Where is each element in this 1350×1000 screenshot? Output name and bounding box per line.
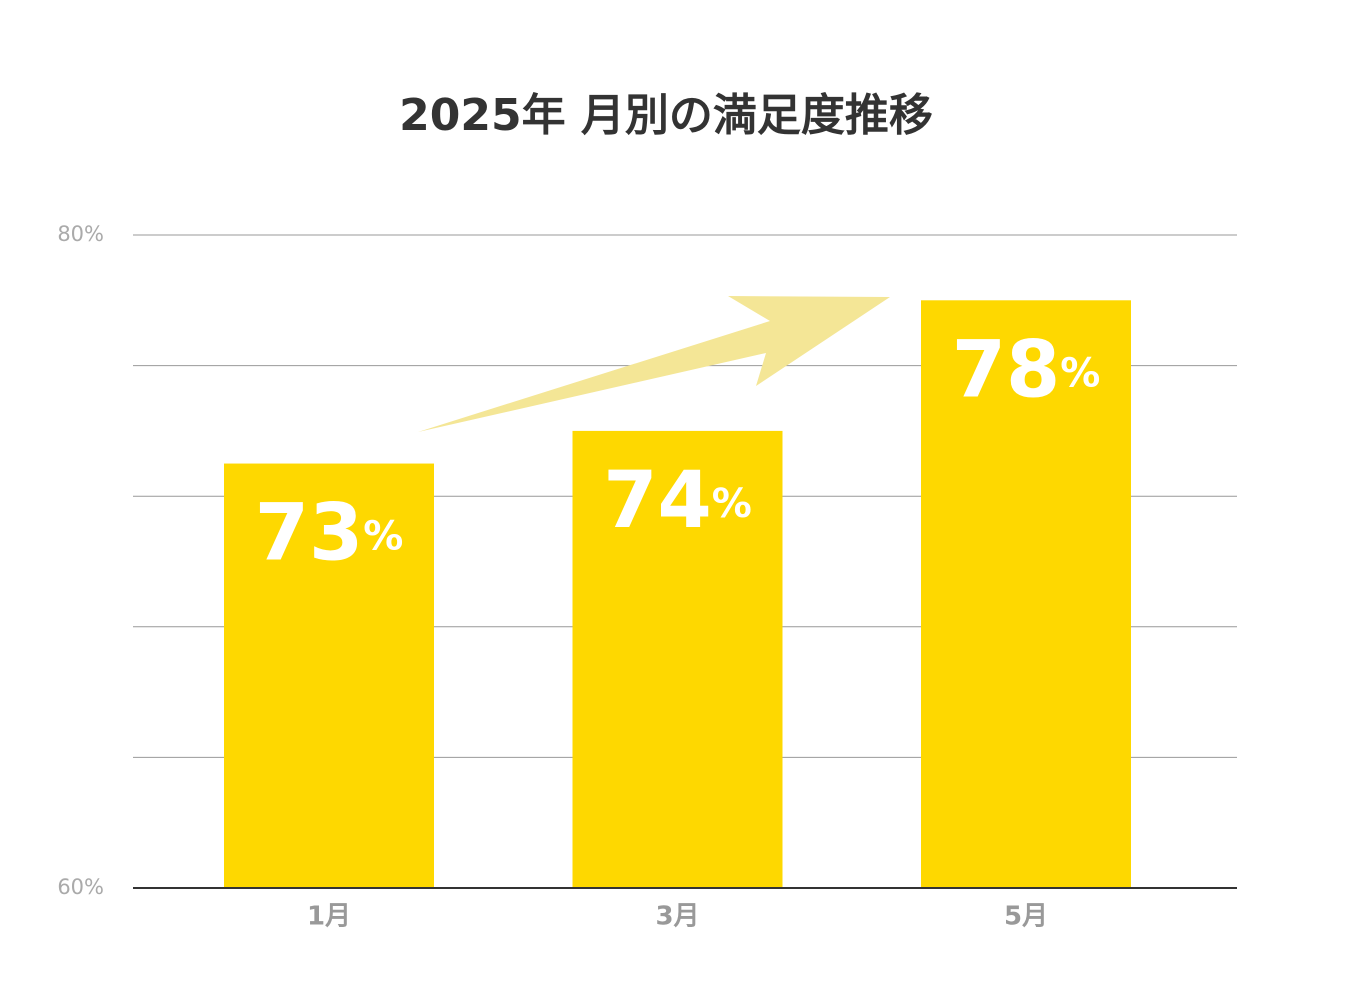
value-label: 74% (603, 456, 752, 546)
value-label: 73% (255, 489, 404, 579)
x-tick-label: 5月 (1004, 902, 1048, 932)
bar (921, 300, 1131, 888)
x-tick-label: 3月 (655, 902, 699, 932)
chart-title: 2025年 月別の満足度推移 (399, 90, 933, 141)
value-label: 78% (952, 326, 1101, 416)
trend-arrow (418, 296, 890, 432)
y-tick-label: 60% (57, 875, 104, 899)
bar (572, 430, 783, 888)
x-tick-label: 1月 (307, 902, 351, 932)
y-tick-label: 80% (57, 222, 104, 246)
bar (224, 463, 434, 888)
